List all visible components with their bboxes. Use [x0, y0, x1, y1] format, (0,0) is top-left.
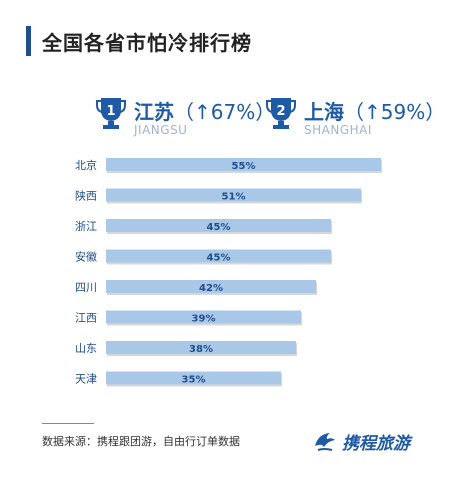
rank-number: 2: [276, 104, 285, 119]
data-source-note: 数据来源：携程跟团游，自由行订单数据: [42, 435, 240, 448]
bar: [106, 219, 331, 232]
title-accent-bar: [26, 26, 31, 56]
value-label: 55%: [232, 161, 256, 172]
rank-name: 上海: [304, 100, 344, 124]
rank-number: 1: [106, 104, 115, 119]
category-label: 安徽: [75, 250, 97, 264]
category-label: 四川: [75, 281, 97, 294]
bar: [106, 310, 301, 324]
category-label: 陕西: [75, 189, 97, 203]
category-label: 江西: [75, 312, 97, 325]
category-label: 山东: [75, 342, 97, 355]
logo-text: 携程旅游: [342, 433, 410, 454]
category-label: 北京: [75, 158, 97, 172]
bar: [106, 158, 381, 171]
page-title: 全国各省市怕冷排行榜: [42, 31, 252, 55]
value-label: 39%: [192, 314, 216, 325]
value-label: 51%: [222, 192, 246, 203]
bar: [106, 280, 316, 293]
footer-divider: [42, 423, 94, 424]
value-label: 38%: [189, 344, 213, 355]
rank-change: （↑59%）: [344, 100, 446, 124]
rank-name: 江苏: [134, 100, 174, 124]
rank-change: （↑67%）: [174, 100, 276, 124]
bar: [106, 371, 281, 385]
value-label: 45%: [207, 222, 231, 233]
bar: [106, 188, 361, 202]
bar: [106, 249, 331, 263]
value-label: 45%: [207, 253, 231, 264]
trophy-icon: 1: [96, 98, 126, 129]
value-label: 35%: [182, 375, 206, 386]
rank-pinyin: SHANGHAI: [304, 123, 372, 137]
brand-logo: 携程旅游: [312, 428, 410, 454]
category-label: 浙江: [75, 220, 97, 233]
value-label: 42%: [199, 283, 223, 294]
trophy-icon: 2: [266, 98, 296, 129]
dolphin-logo-icon: [315, 433, 335, 451]
rank-pinyin: JIANGSU: [134, 123, 188, 137]
bar: [106, 341, 296, 354]
category-label: 天津: [75, 373, 97, 386]
